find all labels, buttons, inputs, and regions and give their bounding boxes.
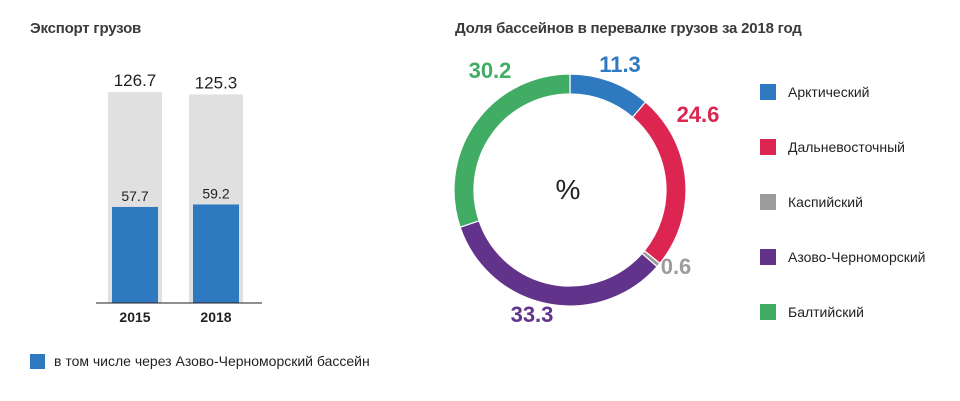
donut-legend-item: Дальневосточный [760, 139, 905, 155]
donut-legend-item: Балтийский [760, 304, 864, 320]
donut-legend-item: Арктический [760, 84, 869, 100]
donut-value-label-5: 30.2 [469, 58, 512, 83]
bar-total-label-2018: 125.3 [195, 73, 238, 92]
x-tick-label-2018: 2018 [200, 309, 231, 325]
donut-center-label: % [556, 174, 581, 205]
right-chart-title: Доля бассейнов в перевалке грузов за 201… [455, 20, 802, 37]
bar-legend-swatch [30, 353, 45, 369]
donut-legend-label: Азово-Черноморский [788, 249, 926, 265]
donut-value-label-3: 0.6 [661, 254, 692, 279]
basin-share-donut-chart: 11.3 24.6 0.6 33.3 30.2% [453, 52, 720, 327]
bar-azov-2015 [112, 206, 158, 303]
donut-legend-label: Каспийский [788, 194, 863, 210]
x-tick-label-2015: 2015 [119, 309, 150, 325]
donut-legend: Арктический Дальневосточный Каспийский Азов… [760, 0, 960, 401]
donut-legend-item: Азово-Черноморский [760, 249, 926, 265]
donut-legend-swatch [760, 194, 776, 210]
donut-slice-4 [459, 220, 658, 307]
donut-value-label-4: 33.3 [511, 302, 554, 327]
donut-legend-swatch [760, 84, 776, 100]
donut-legend-swatch [760, 139, 776, 155]
donut-slice-1 [569, 73, 647, 119]
export-bar-chart: 126.7 57.7 2015 125.3 59.2 2018 [96, 71, 262, 325]
donut-legend-item: Каспийский [760, 194, 863, 210]
bar-azov-2018 [193, 204, 239, 303]
donut-legend-label: Балтийский [788, 304, 864, 320]
donut-legend-swatch [760, 249, 776, 265]
bar-azov-label-2015: 57.7 [121, 188, 148, 204]
donut-legend-label: Арктический [788, 84, 870, 100]
bar-legend: в том числе через Азово-Черноморский бас… [30, 353, 370, 369]
bar-total-label-2015: 126.7 [114, 71, 157, 90]
donut-slice-5 [453, 73, 571, 228]
donut-value-label-1: 11.3 [599, 52, 641, 77]
left-chart-title: Экспорт грузов [30, 20, 142, 37]
donut-legend-label: Дальневосточный [788, 139, 905, 155]
donut-value-label-2: 24.6 [677, 102, 720, 127]
bar-azov-label-2018: 59.2 [202, 185, 229, 201]
donut-legend-swatch [760, 304, 776, 320]
bar-legend-label: в том числе через Азово-Черноморский бас… [54, 353, 370, 369]
